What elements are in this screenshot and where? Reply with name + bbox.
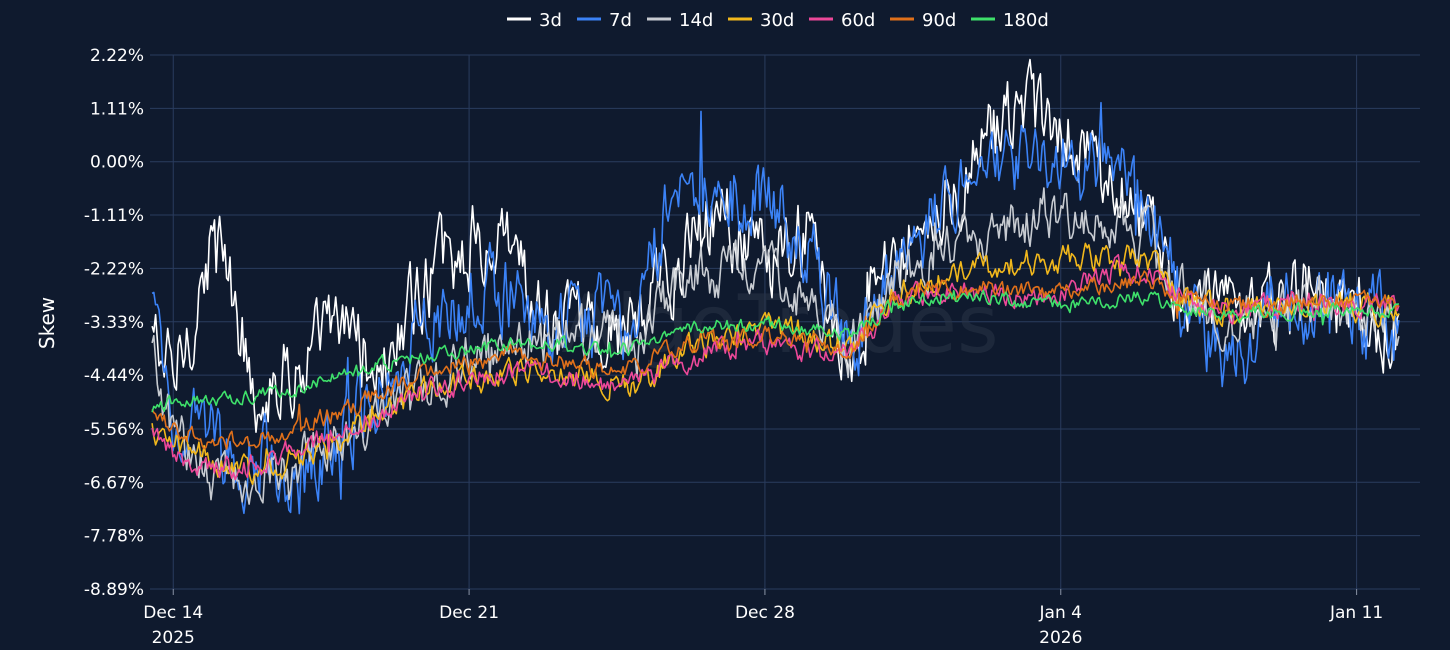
y-tick-label: -4.44%: [84, 366, 144, 386]
legend-label: 30d: [760, 10, 794, 31]
x-tick-label: Dec 28: [735, 603, 795, 623]
y-tick-label: -5.56%: [84, 420, 144, 440]
x-tick-year-label: 2026: [1039, 628, 1082, 648]
legend-label: 60d: [841, 10, 875, 31]
y-tick-label: 2.22%: [90, 46, 144, 66]
legend-item-60d[interactable]: 60d: [809, 10, 875, 31]
y-tick-label: -3.33%: [84, 313, 144, 333]
series-line-90d: [151, 270, 1400, 450]
x-tick-label: Jan 11: [1329, 603, 1383, 623]
legend-label: 3d: [539, 10, 562, 31]
y-axis: 2.22% 1.11% 0.00% -1.11% -2.22% -3.33% -4.44% -…: [84, 46, 144, 600]
legend-item-180d[interactable]: 180d: [971, 10, 1049, 31]
legend-label: 14d: [679, 10, 713, 31]
legend-item-30d[interactable]: 30d: [728, 10, 794, 31]
y-tick-label: -1.11%: [84, 206, 144, 226]
x-tick-label: Jan 4: [1039, 603, 1082, 623]
y-tick-label: -6.67%: [84, 473, 144, 493]
legend-label: 180d: [1003, 10, 1049, 31]
x-axis: Dec 14 2025 Dec 21 Dec 28 Jan 4 2026 Jan 11: [143, 589, 1383, 648]
y-tick-label: -7.78%: [84, 527, 144, 547]
x-tick-label: Dec 14: [143, 603, 203, 623]
legend-label: 7d: [609, 10, 632, 31]
legend-label: 90d: [922, 10, 956, 31]
legend-item-3d[interactable]: 3d: [507, 10, 562, 31]
legend-item-14d[interactable]: 14d: [647, 10, 713, 31]
y-tick-label: -8.89%: [84, 580, 144, 600]
legend-item-7d[interactable]: 7d: [577, 10, 632, 31]
y-tick-label: 1.11%: [90, 99, 144, 119]
series-layer: [151, 58, 1400, 515]
y-tick-label: -2.22%: [84, 259, 144, 279]
x-tick-year-label: 2025: [152, 628, 195, 648]
series-line-180d: [151, 289, 1400, 413]
y-axis-label: Skew: [35, 297, 59, 349]
x-tick-label: Dec 21: [439, 603, 499, 623]
y-tick-label: 0.00%: [90, 153, 144, 173]
series-line-30d: [151, 242, 1400, 486]
legend[interactable]: 3d 7d 14d 30d 60d 90d 180d: [507, 10, 1049, 31]
legend-item-90d[interactable]: 90d: [890, 10, 956, 31]
